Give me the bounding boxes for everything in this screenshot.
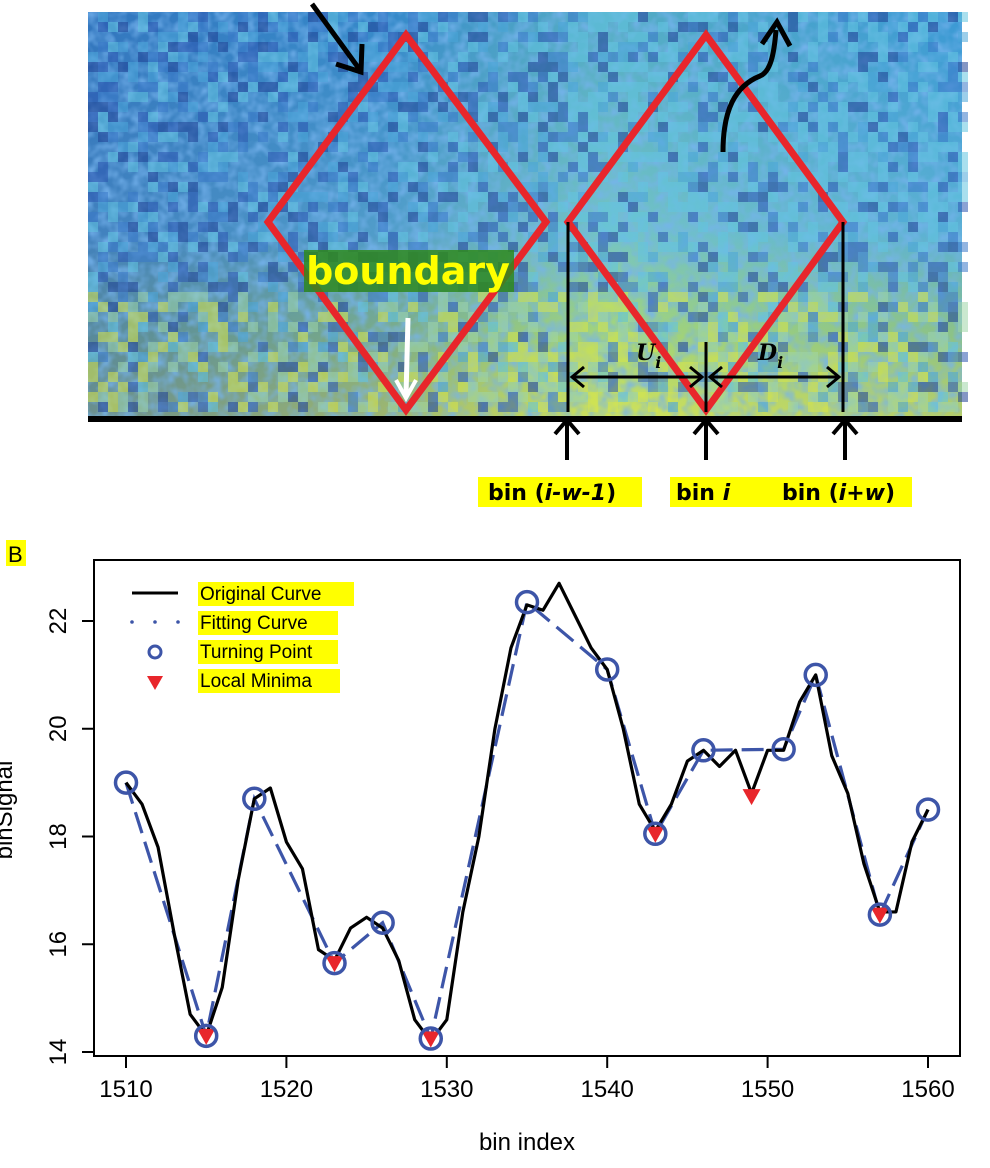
y-tick-label: 14 <box>45 1039 72 1066</box>
turning-point-marker <box>803 662 828 688</box>
turning-point-marker <box>113 770 139 795</box>
x-tick-label: 1520 <box>260 1076 313 1103</box>
up-arrow-mid-icon <box>692 416 720 460</box>
original-curve <box>124 581 930 1043</box>
turning-point-marker <box>322 950 347 976</box>
y-axis-title: binSignal <box>0 761 18 860</box>
dotted-line-icon <box>130 620 180 624</box>
y-axis: 14 16 18 20 22 <box>45 608 94 1066</box>
local-minimum-marker <box>197 1028 216 1045</box>
turning-point-marker <box>691 738 716 763</box>
boundary-highlight <box>304 250 514 292</box>
legend: Original Curve Fitting Curve Turning Poi… <box>130 582 354 693</box>
x-tick-label: 1540 <box>581 1076 634 1103</box>
arrow-top-left-icon <box>309 2 365 76</box>
y-tick-label: 16 <box>45 931 72 958</box>
x-tick-label: 1560 <box>901 1076 954 1103</box>
local-minimum-marker <box>870 907 889 924</box>
y-tick-label: 20 <box>45 715 72 742</box>
diamond-left <box>263 29 551 416</box>
u-label: Ui <box>636 340 661 372</box>
up-arrow-left-icon <box>553 416 581 460</box>
arrow-white-down-icon <box>394 317 418 403</box>
x-axis-title: bin index <box>479 1129 575 1156</box>
bin-label-left: bin (i-w-1) <box>488 481 616 506</box>
y-tick-label: 22 <box>45 608 72 635</box>
bin-label-mid: bin i <box>676 481 731 506</box>
panel-b: B 1510 1520 1530 1540 1550 1560 14 16 18 20 22 bi… <box>0 540 961 1156</box>
x-tick-label: 1550 <box>741 1076 794 1103</box>
x-tick-label: 1510 <box>99 1076 152 1103</box>
boundary-label: boundary <box>306 249 510 293</box>
u-span-arrow <box>569 365 705 389</box>
turning-point-marker <box>867 902 893 927</box>
arrow-curved-up-icon <box>720 17 793 153</box>
legend-label-fitting: Fitting Curve <box>200 613 308 634</box>
local-minimum-marker <box>325 956 344 973</box>
plot-layer <box>113 581 941 1051</box>
turning-point-marker <box>594 657 620 682</box>
turning-point-marker <box>771 736 796 762</box>
turning-point-marker <box>418 1026 444 1051</box>
circle-marker-icon <box>147 644 163 660</box>
d-span-arrow <box>707 365 842 389</box>
up-arrow-right-icon <box>831 416 859 460</box>
turning-point-marker <box>514 589 540 615</box>
legend-label-minima: Local Minima <box>200 671 312 692</box>
x-tick-label: 1530 <box>420 1076 473 1103</box>
turning-point-marker <box>370 910 395 935</box>
turning-point-marker <box>915 797 941 822</box>
turning-point-marker <box>643 821 668 847</box>
panel-a: boundary Ui Di bin (i-w-1 <box>88 2 968 507</box>
y-tick-label: 18 <box>45 823 72 850</box>
local-minimum-marker <box>742 789 761 806</box>
plot-frame <box>93 559 961 1057</box>
d-label: Di <box>757 340 783 372</box>
local-minimum-marker <box>421 1031 440 1048</box>
bin-label-right: bin (i+w) <box>782 481 895 506</box>
local-minimum-marker <box>646 826 665 843</box>
legend-label-turning: Turning Point <box>200 642 313 663</box>
legend-label-original: Original Curve <box>200 584 321 605</box>
fitting-curve <box>124 599 930 1044</box>
turning-point-marker <box>242 786 267 812</box>
down-triangle-icon <box>147 676 163 690</box>
turning-point-marker <box>193 1023 219 1049</box>
x-axis: 1510 1520 1530 1540 1550 1560 <box>99 1056 955 1103</box>
panel-label-b: B <box>8 542 23 567</box>
